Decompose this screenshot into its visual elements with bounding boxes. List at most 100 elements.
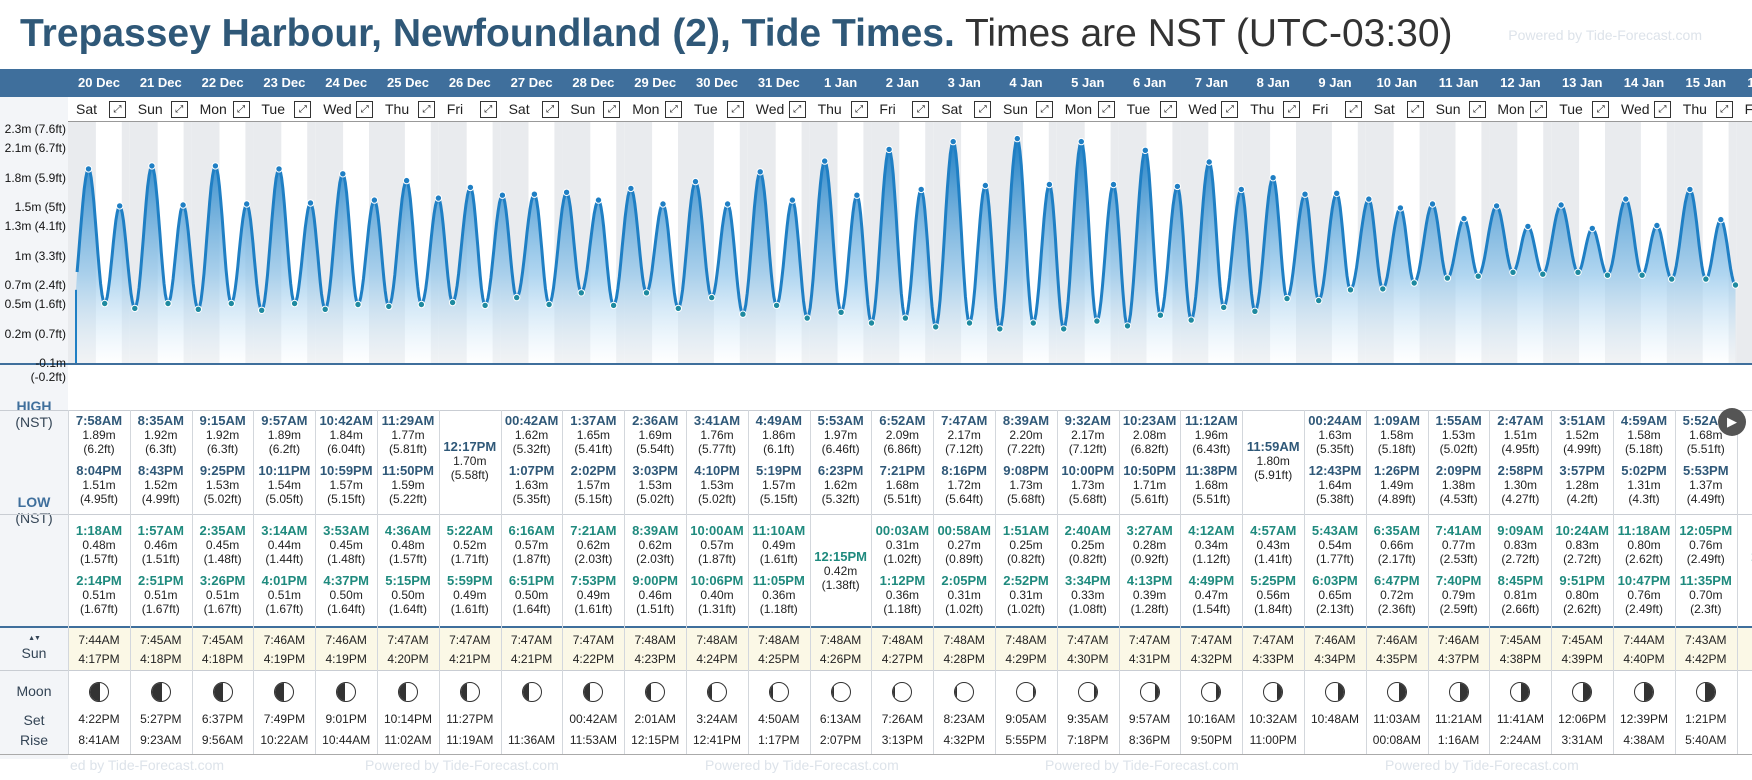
- low-tide-height-m: 0.34m: [1194, 538, 1229, 552]
- low-tide-point: [996, 325, 1004, 333]
- moon-phase-icon: [707, 682, 727, 702]
- high-tide-point: [723, 200, 732, 208]
- high-tide-height-ft: (6.2ft): [83, 442, 115, 456]
- expand-day-button[interactable]: ⤢: [1468, 101, 1486, 118]
- moon-set-time: 3:24AM: [696, 712, 738, 726]
- expand-day-button[interactable]: ⤢: [912, 101, 930, 118]
- expand-day-button[interactable]: ⤢: [541, 101, 559, 118]
- low-tide-height-m: 0.48m: [391, 538, 425, 552]
- moon-phase-icon: [1572, 682, 1593, 702]
- high-tide-height-m: 1.92m: [205, 428, 240, 442]
- high-tide-cell: 11:29AM 1.77m (5.81ft): [378, 414, 438, 457]
- expand-day-button[interactable]: ⤢: [356, 101, 374, 118]
- y-tick-label: 1.3m (4.1ft): [4, 219, 66, 233]
- low-tide-time: 5:25PM: [1250, 573, 1296, 588]
- scroll-right-button[interactable]: ▶: [1718, 408, 1746, 436]
- expand-day-button[interactable]: ⤢: [1345, 101, 1362, 118]
- weekday-label: Fri: [879, 101, 896, 117]
- powered-by-bottom-5: Powered by Tide-Forecast.com: [1385, 757, 1579, 773]
- low-tide-point: [739, 310, 747, 318]
- low-tide-height-ft: (1.02ft): [1006, 602, 1045, 616]
- high-tide-point: [1045, 180, 1054, 189]
- high-tide-cell: 5:19PM 1.57m (5.15ft): [749, 464, 809, 507]
- low-tide-time: 3:14AM: [261, 523, 308, 538]
- low-tide-height-ft: (1.87ft): [697, 552, 736, 566]
- high-tide-height-ft: (5.02ft): [697, 492, 736, 506]
- expand-day-button[interactable]: ⤢: [1592, 101, 1610, 118]
- expand-day-button[interactable]: ⤢: [727, 101, 744, 118]
- high-tide-point: [1301, 190, 1309, 198]
- low-tide-height-m: 0.33m: [1071, 588, 1105, 602]
- expand-day-button[interactable]: ⤢: [232, 101, 250, 118]
- expand-day-button[interactable]: ⤢: [1283, 101, 1301, 118]
- expand-day-button[interactable]: ⤢: [1036, 101, 1053, 118]
- expand-day-button[interactable]: ⤢: [170, 101, 188, 118]
- high-tide-cell: 11:12AM 1.96m (6.43ft): [1181, 413, 1241, 457]
- sunset-time: 4:37PM: [1437, 652, 1480, 666]
- low-tide-time: 10:06PM: [690, 573, 744, 588]
- expand-day-button[interactable]: ⤢: [1406, 101, 1424, 118]
- moon-set-time: 00:42AM: [569, 712, 618, 726]
- high-tide-height-m: 2.08m: [1132, 428, 1167, 442]
- expand-day-button[interactable]: ⤢: [788, 101, 806, 118]
- expand-day-button[interactable]: ⤢: [1221, 101, 1239, 118]
- date-label: 13 Jan: [1561, 75, 1603, 90]
- high-tide-point: [1396, 204, 1405, 212]
- expand-day-button[interactable]: ⤢: [1097, 101, 1115, 118]
- powered-by-bottom-2: Powered by Tide-Forecast.com: [365, 757, 559, 773]
- moon-set-label: Set: [23, 712, 45, 728]
- high-tide-time: 10:42AM: [319, 413, 373, 428]
- y-tick-label: 1.5m (5ft): [14, 200, 66, 214]
- moon-phase-icon: [1016, 682, 1036, 702]
- moon-phase-icon: [459, 682, 480, 702]
- low-tide-height-ft: (1.64ft): [388, 602, 427, 616]
- low-tide-cell: 12:05PM 0.76m (2.49ft): [1676, 524, 1736, 567]
- low-tide-point: [1220, 303, 1228, 312]
- high-tide-cell: 10:11PM 1.54m (5.05ft): [254, 464, 314, 507]
- sunset-time: 4:39PM: [1561, 652, 1603, 666]
- high-tide-height-ft: (6.2ft): [268, 442, 301, 456]
- expand-day-button[interactable]: ⤢: [1715, 101, 1733, 118]
- low-tide-time: 11:18AM: [1617, 523, 1671, 538]
- y-tick-label: 1.8m (5.9ft): [4, 171, 66, 185]
- high-tide-height-m: 1.37m: [1689, 478, 1723, 492]
- expand-day-button[interactable]: ⤢: [1654, 101, 1671, 118]
- high-tide-cell: 1:55AM 1.53m (5.02ft): [1429, 414, 1489, 457]
- expand-day-button[interactable]: ⤢: [665, 101, 683, 118]
- low-tide-point: [1731, 281, 1740, 289]
- night-shade: [1728, 122, 1737, 365]
- night-shade: [1605, 122, 1613, 365]
- low-tide-height-ft: (1.87ft): [512, 552, 551, 566]
- high-tide-time: 8:35AM: [137, 413, 184, 428]
- low-tide-time: 9:51PM: [1559, 573, 1605, 588]
- high-tide-point: [275, 165, 283, 173]
- high-tide-height-ft: (5.18ft): [1624, 442, 1663, 456]
- high-tide-height-ft: (6.82ft): [1130, 442, 1169, 456]
- expand-day-button[interactable]: ⤢: [418, 101, 435, 118]
- expand-day-button[interactable]: ⤢: [109, 101, 126, 118]
- expand-day-button[interactable]: ⤢: [1530, 101, 1548, 118]
- y-tick-label: 0.2m (0.7ft): [4, 327, 66, 341]
- table-separator: [0, 410, 1752, 411]
- expand-day-button[interactable]: ⤢: [294, 101, 312, 118]
- expand-day-button[interactable]: ⤢: [603, 101, 621, 118]
- low-tide-height-ft: (2.13ft): [1315, 602, 1354, 616]
- high-tide-cell: 2:58PM 1.30m (4.27ft): [1490, 463, 1550, 507]
- sunrise-time: 7:45AM: [201, 633, 244, 647]
- expand-day-button[interactable]: ⤢: [974, 101, 992, 118]
- column-divider: [377, 410, 378, 754]
- weekday-label: Thu: [817, 101, 842, 117]
- expand-day-button[interactable]: ⤢: [850, 101, 868, 118]
- sunrise-time: 7:45AM: [1561, 633, 1603, 647]
- sunset-time: 4:33PM: [1252, 652, 1294, 666]
- expand-day-button[interactable]: ⤢: [479, 101, 497, 118]
- moon-shadow: [213, 683, 223, 701]
- high-tide-time: 2:58PM: [1497, 463, 1544, 478]
- low-tide-point: [674, 304, 682, 313]
- expand-day-button[interactable]: ⤢: [1159, 101, 1177, 118]
- low-tide-height-m: 0.31m: [947, 588, 981, 602]
- high-tide-height-m: 1.73m: [1009, 478, 1043, 492]
- high-tide-time: 11:12AM: [1185, 413, 1238, 428]
- low-tide-cell: 10:24AM 0.83m (2.72ft): [1552, 524, 1612, 567]
- high-tide-cell: 11:38PM 1.68m (5.51ft): [1181, 464, 1241, 507]
